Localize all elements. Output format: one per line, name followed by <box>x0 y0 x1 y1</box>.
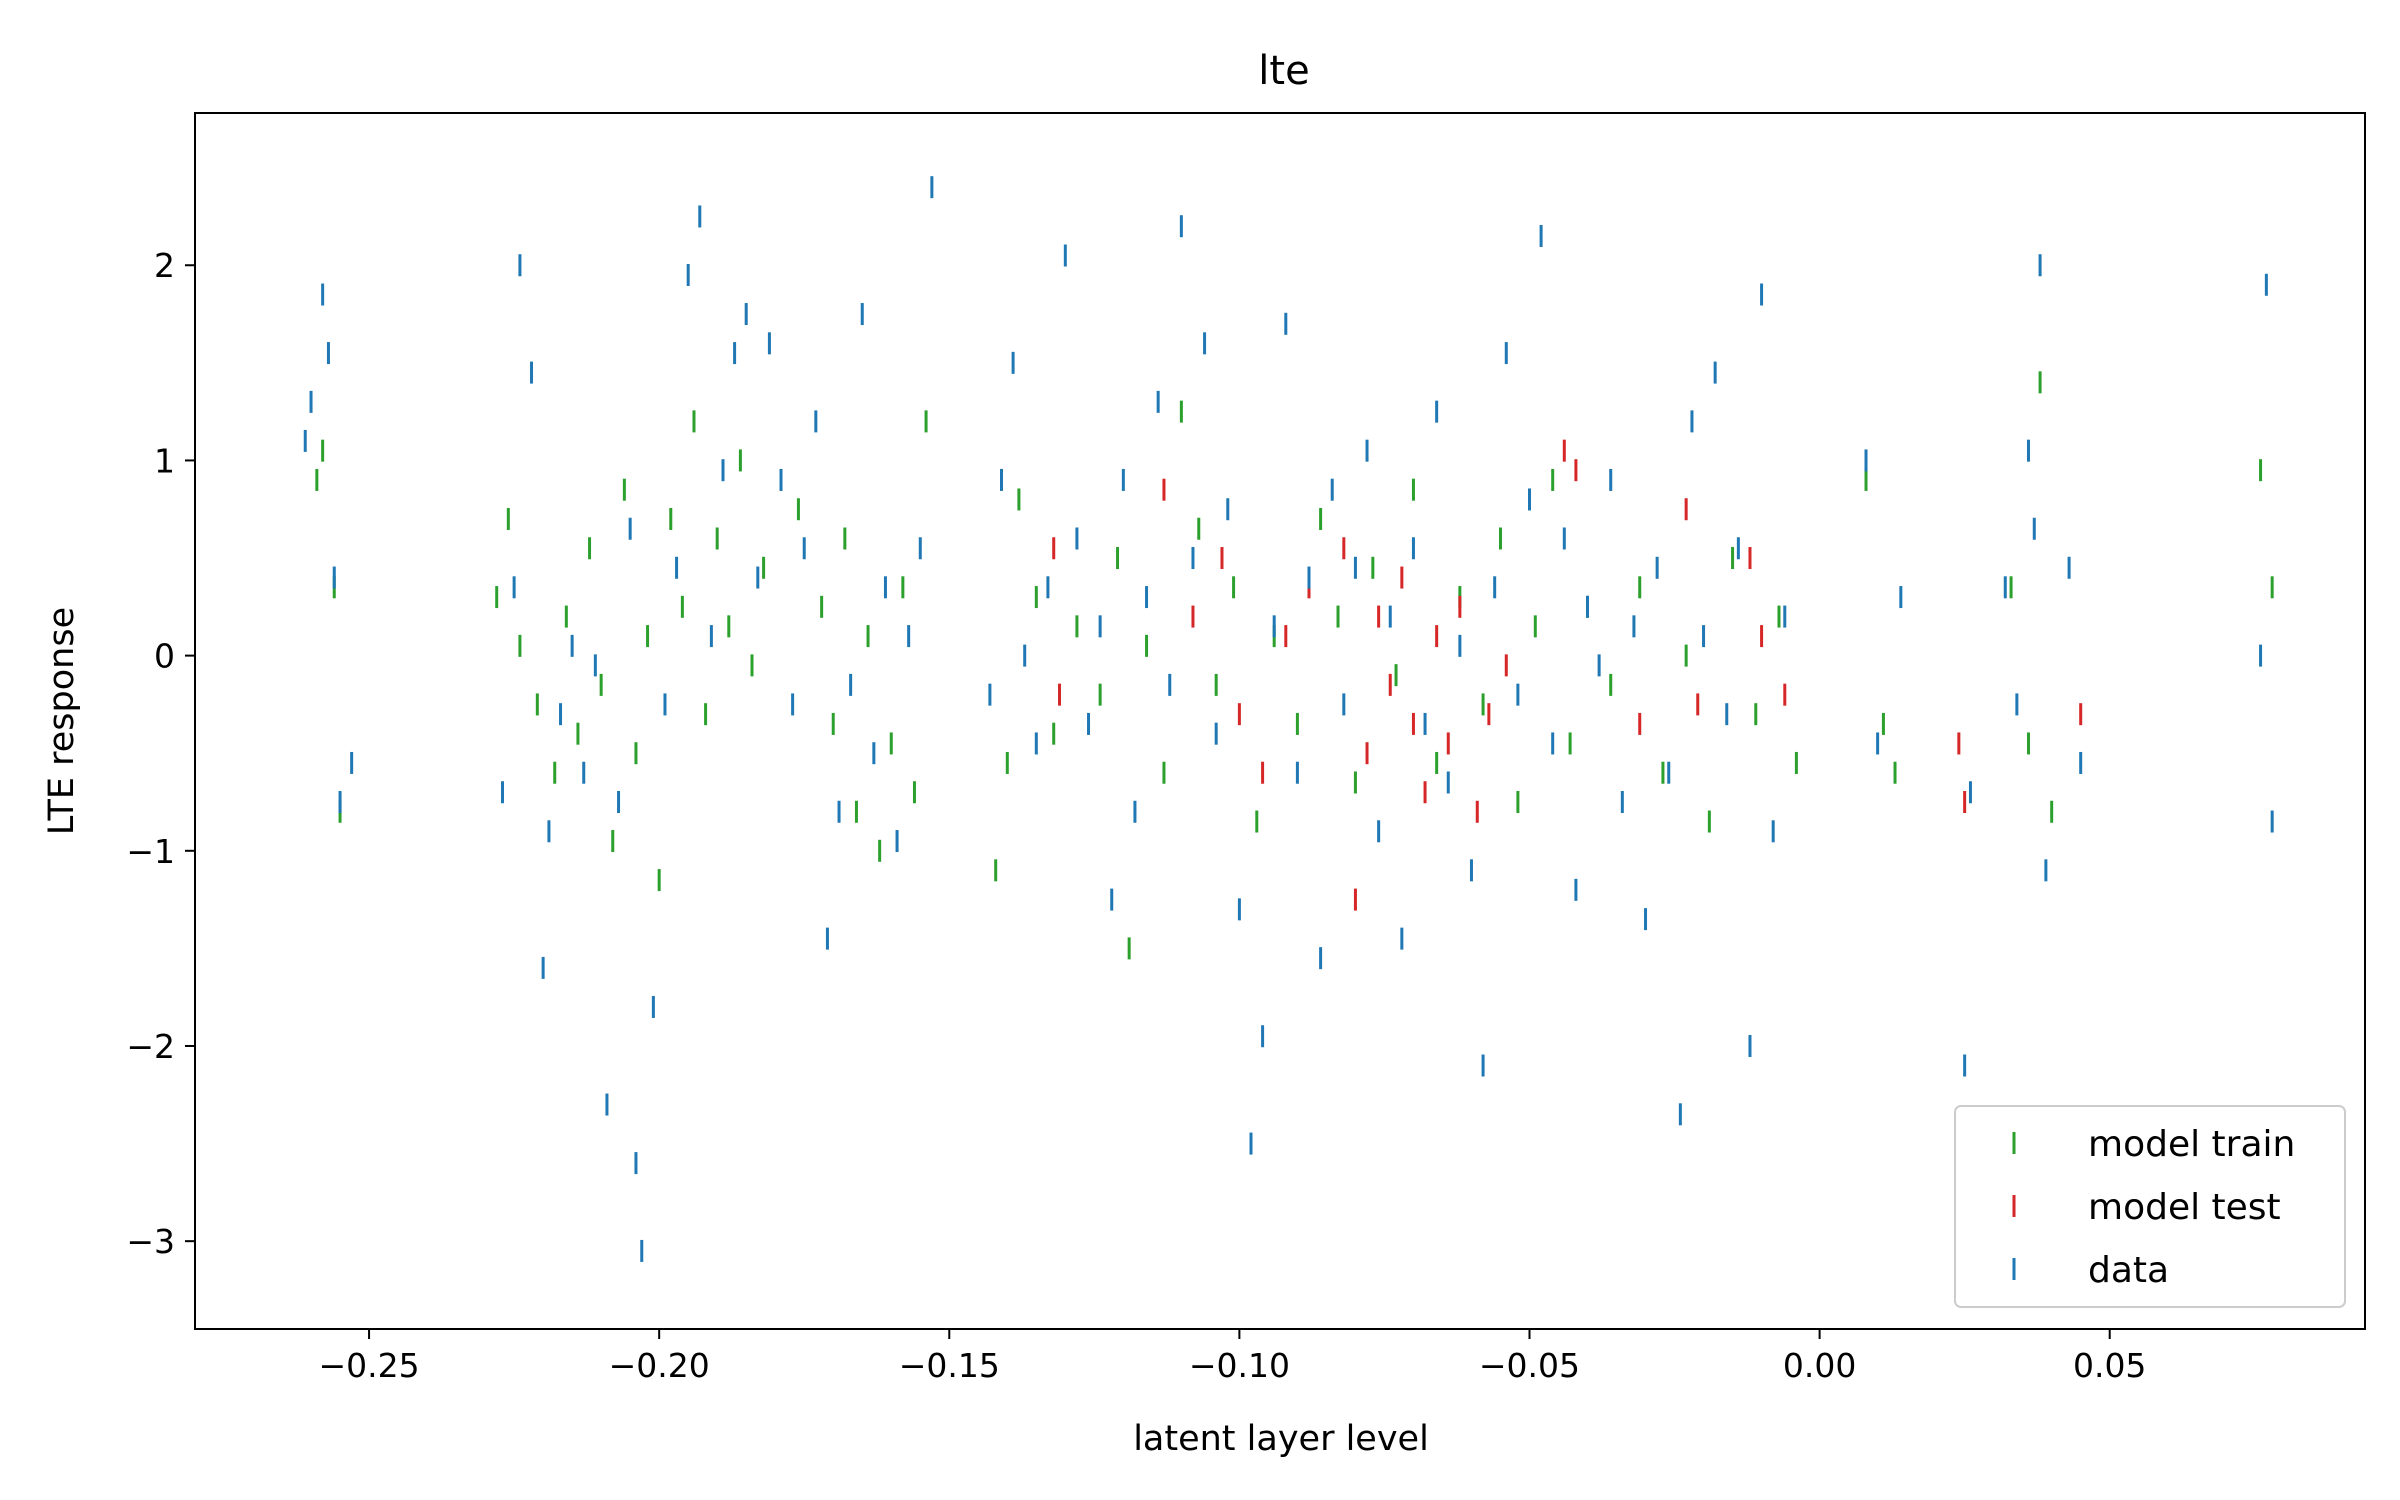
x-tick-label: 0.05 <box>2073 1346 2146 1385</box>
y-axis-label: LTE response <box>42 607 82 835</box>
y-tick-label: −2 <box>126 1027 175 1066</box>
x-tick-label: −0.20 <box>609 1346 710 1385</box>
x-axis-label: latent layer level <box>1133 1419 1429 1459</box>
x-tick-label: −0.05 <box>1479 1346 1580 1385</box>
legend-label-data: data <box>2088 1250 2169 1291</box>
plot-marks <box>303 176 2274 1262</box>
plot-frame <box>194 112 2366 1330</box>
series-model-test <box>1052 439 2083 911</box>
legend: model train model test data <box>1954 1105 2346 1308</box>
y-tick-label: −1 <box>126 832 175 871</box>
y-tick-label: 0 <box>154 637 175 676</box>
legend-label-model-train: model train <box>2088 1124 2295 1165</box>
legend-label-model-test: model test <box>2088 1187 2281 1228</box>
chart-title: lte <box>1258 48 1309 94</box>
y-tick-label: 2 <box>154 246 175 285</box>
x-tick-label: −0.10 <box>1189 1346 1290 1385</box>
y-tick-label: −3 <box>126 1222 175 1261</box>
x-tick-label: 0.00 <box>1783 1346 1856 1385</box>
y-axis: −3 −2 −1 0 1 2 <box>126 246 195 1261</box>
x-axis: −0.25 −0.20 −0.15 −0.10 −0.05 0.00 0.05 <box>318 1329 2146 1385</box>
series-data <box>303 176 2274 1262</box>
x-tick-label: −0.25 <box>318 1346 419 1385</box>
y-tick-label: 1 <box>154 441 175 480</box>
x-tick-label: −0.15 <box>899 1346 1000 1385</box>
legend-box <box>1954 1105 2346 1308</box>
